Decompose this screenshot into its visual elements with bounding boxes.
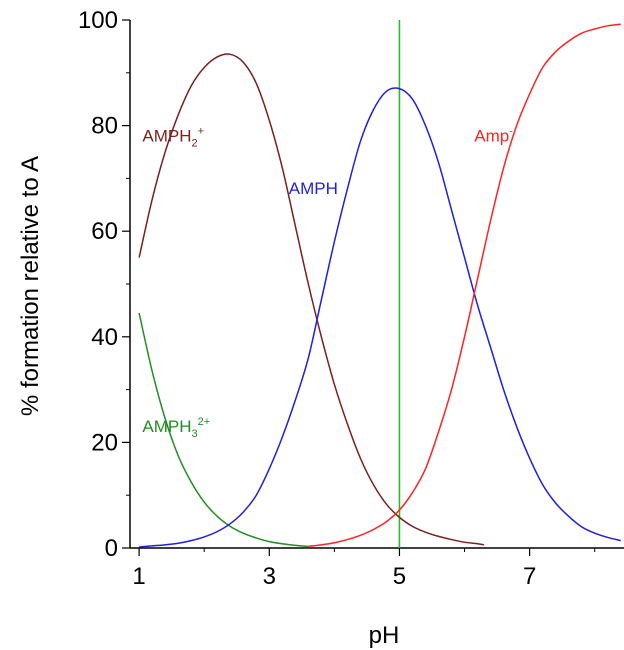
series-line-3 (308, 23, 621, 548)
series-line-0 (138, 312, 309, 548)
y-tick-label: 100 (78, 7, 118, 34)
axes: 0 20 40 60 80 100 1 3 5 7 (78, 7, 624, 590)
series-label-3: Amp- (474, 125, 513, 145)
series-label-1: AMPH2+ (142, 125, 204, 149)
x-tick-label: 7 (523, 563, 536, 590)
y-tick-label: 80 (91, 113, 118, 140)
series-layer (138, 23, 621, 548)
y-tick-label: 0 (105, 535, 118, 562)
series-label-0: AMPH32+ (142, 416, 210, 440)
series-labels: AMPH32+ AMPH2+ AMPH Amp- (142, 125, 513, 439)
x-tick-label: 5 (393, 563, 406, 590)
series-line-1 (138, 53, 485, 546)
series-label-2: AMPH (289, 179, 338, 198)
y-tick-label: 20 (91, 429, 118, 456)
series-line-2 (139, 87, 621, 548)
y-axis-title: % formation relative to A (17, 156, 44, 416)
y-tick-label: 60 (91, 218, 118, 245)
x-tick-label: 3 (263, 563, 276, 590)
y-tick-label: 40 (91, 324, 118, 351)
x-tick-label: 1 (132, 563, 145, 590)
x-axis-title: pH (369, 622, 400, 649)
